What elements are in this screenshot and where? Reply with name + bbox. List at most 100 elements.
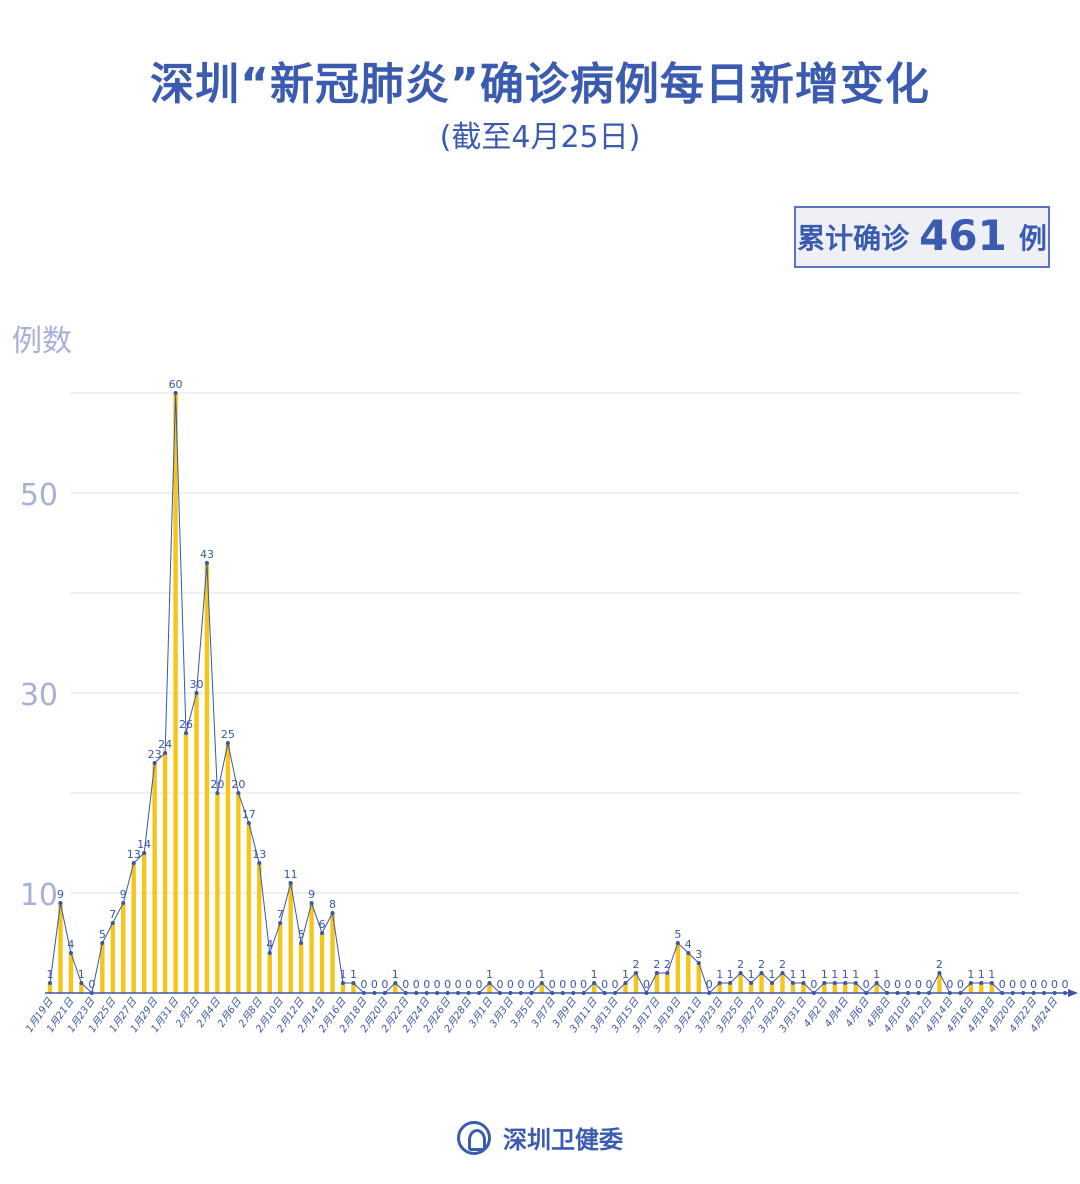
data-label: 2: [737, 958, 744, 971]
data-point: [937, 971, 942, 975]
data-label: 0: [1030, 978, 1037, 991]
data-label: 0: [643, 978, 650, 991]
data-label: 7: [109, 908, 116, 921]
bar: [204, 563, 210, 993]
data-point: [968, 981, 973, 985]
data-point: [466, 991, 471, 995]
data-point: [560, 991, 565, 995]
data-label: 8: [329, 898, 336, 911]
data-label: 11: [284, 868, 298, 881]
data-label: 0: [476, 978, 483, 991]
bar: [727, 983, 733, 993]
data-point: [403, 991, 408, 995]
data-point: [707, 991, 712, 995]
data-label: 4: [685, 938, 692, 951]
data-label: 0: [1062, 978, 1069, 991]
bar: [623, 983, 628, 993]
data-point: [497, 991, 502, 995]
data-point: [267, 951, 272, 955]
bar: [340, 983, 346, 993]
data-point: [1052, 991, 1057, 995]
data-label: 0: [360, 978, 367, 991]
data-label: 2: [664, 958, 671, 971]
data-point: [152, 761, 157, 765]
data-point: [926, 991, 931, 995]
data-point: [644, 991, 649, 995]
data-label: 13: [252, 848, 266, 861]
data-point: [68, 951, 73, 955]
data-label: 1: [486, 968, 493, 981]
data-point: [895, 991, 900, 995]
data-label: 2: [632, 958, 639, 971]
y-tick-label: 10: [20, 878, 58, 913]
data-label: 1: [727, 968, 734, 981]
data-point: [1063, 991, 1067, 995]
bar: [759, 973, 764, 993]
data-point: [665, 971, 670, 975]
data-point: [874, 981, 879, 985]
data-label: 5: [99, 928, 106, 941]
data-label: 1: [392, 968, 399, 981]
bar: [989, 983, 994, 993]
bar: [654, 973, 660, 993]
data-label: 0: [925, 978, 932, 991]
data-label: 5: [298, 928, 305, 941]
data-label: 0: [413, 978, 420, 991]
data-label: 1: [988, 968, 995, 981]
bar: [874, 983, 879, 993]
data-point: [864, 991, 869, 995]
data-label: 0: [570, 978, 577, 991]
data-label: 1: [78, 968, 85, 981]
data-label: 3: [695, 948, 702, 961]
data-label: 1: [831, 968, 838, 981]
data-label: 43: [200, 548, 214, 561]
data-point: [1042, 991, 1047, 995]
bar: [330, 913, 335, 993]
bar: [801, 983, 806, 993]
data-point: [518, 991, 523, 995]
bar: [47, 983, 53, 993]
data-label: 0: [528, 978, 535, 991]
data-label: 2: [653, 958, 660, 971]
data-point: [131, 861, 136, 865]
data-point: [989, 981, 994, 985]
bar: [979, 983, 984, 993]
data-point: [48, 981, 52, 985]
bar: [194, 693, 199, 993]
data-label: 9: [57, 888, 64, 901]
bar: [665, 973, 670, 993]
data-point: [309, 901, 314, 905]
data-label: 1: [852, 968, 859, 981]
data-point: [173, 391, 178, 395]
data-label: 0: [905, 978, 912, 991]
total-unit: 例: [1018, 222, 1047, 255]
data-label: 2: [779, 958, 786, 971]
data-point: [539, 981, 544, 985]
data-point: [613, 991, 618, 995]
data-label: 0: [371, 978, 378, 991]
data-point: [246, 821, 251, 825]
data-label: 1: [842, 968, 849, 981]
data-point: [194, 691, 199, 695]
data-point: [257, 861, 262, 865]
data-point: [749, 981, 754, 985]
data-point: [770, 981, 775, 985]
chart-title: 深圳“新冠肺炎”确诊病例每日新增变化: [150, 59, 930, 110]
data-label: 1: [800, 968, 807, 981]
data-label: 0: [559, 978, 566, 991]
bar: [121, 903, 126, 993]
data-point: [58, 901, 63, 905]
data-label: 0: [455, 978, 462, 991]
y-axis-label: 例数: [12, 324, 72, 359]
bar: [790, 983, 796, 993]
data-label: 0: [1041, 978, 1048, 991]
data-point: [780, 971, 785, 975]
data-point: [142, 851, 147, 855]
bar: [748, 983, 754, 993]
data-label: 1: [873, 968, 880, 981]
bar: [236, 793, 241, 993]
data-label: 20: [231, 778, 245, 791]
data-point: [592, 981, 597, 985]
bar: [769, 983, 775, 993]
bar: [162, 753, 168, 993]
